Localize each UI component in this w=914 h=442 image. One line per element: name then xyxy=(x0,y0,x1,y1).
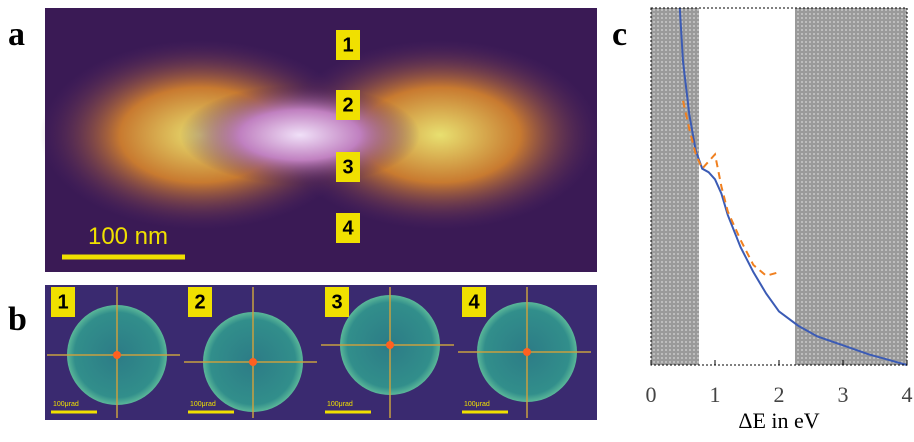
x-tick-label: 3 xyxy=(838,382,849,407)
x-tick-label: 2 xyxy=(774,382,785,407)
x-tick-label: 4 xyxy=(902,382,913,407)
scale-label: 100 nm xyxy=(88,223,168,250)
marker: 2 xyxy=(342,94,353,116)
panel-label: c xyxy=(612,16,627,53)
marker: 1 xyxy=(57,291,68,313)
marker: 3 xyxy=(331,291,342,313)
marker: 2 xyxy=(194,291,205,313)
scale-label: 100μrad xyxy=(464,401,490,408)
center-dot xyxy=(249,358,257,366)
center-dot xyxy=(113,351,121,359)
panel-label: a xyxy=(8,16,25,53)
marker: 4 xyxy=(468,291,480,313)
marker: 4 xyxy=(342,217,354,239)
marker: 1 xyxy=(342,34,353,56)
center-dot xyxy=(523,348,531,356)
panel-label: b xyxy=(8,301,27,338)
scale-label: 100μrad xyxy=(190,401,216,408)
x-axis-label: ΔE in eV xyxy=(738,408,819,433)
scale-label: 100μrad xyxy=(327,401,353,408)
center-dot xyxy=(386,341,394,349)
glow xyxy=(180,85,420,185)
shaded-region xyxy=(651,8,699,365)
figure: a 100 nm b c ΔE in eV 1 2 3 4 1 100μrad 2 100μr… xyxy=(0,0,914,442)
shaded-region xyxy=(795,8,907,365)
marker: 3 xyxy=(342,156,353,178)
x-tick-label: 1 xyxy=(710,382,721,407)
scale-label: 100μrad xyxy=(53,401,79,408)
x-tick-label: 0 xyxy=(646,382,657,407)
